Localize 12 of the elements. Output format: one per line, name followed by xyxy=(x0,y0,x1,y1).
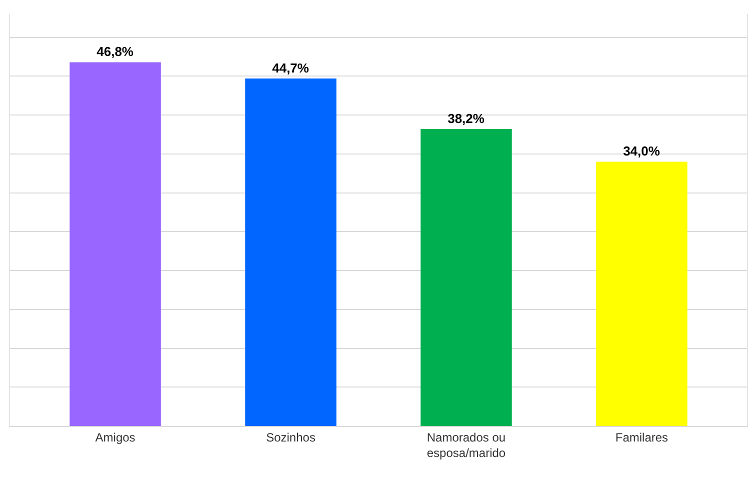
data-label: 34,0% xyxy=(623,144,660,159)
bar xyxy=(596,162,688,426)
x-tick-label: Amigos xyxy=(95,430,136,444)
bar xyxy=(245,78,336,426)
bar xyxy=(70,62,161,426)
data-label: 44,7% xyxy=(272,60,310,76)
data-label: 38,2% xyxy=(448,111,485,126)
x-tick-label: Sozinhos xyxy=(266,430,316,444)
x-tick-label: Namorados ou esposa/marido xyxy=(426,430,506,460)
bar xyxy=(420,129,512,426)
data-label: 46,8% xyxy=(96,44,134,60)
x-tick-label: Familares xyxy=(615,430,668,444)
